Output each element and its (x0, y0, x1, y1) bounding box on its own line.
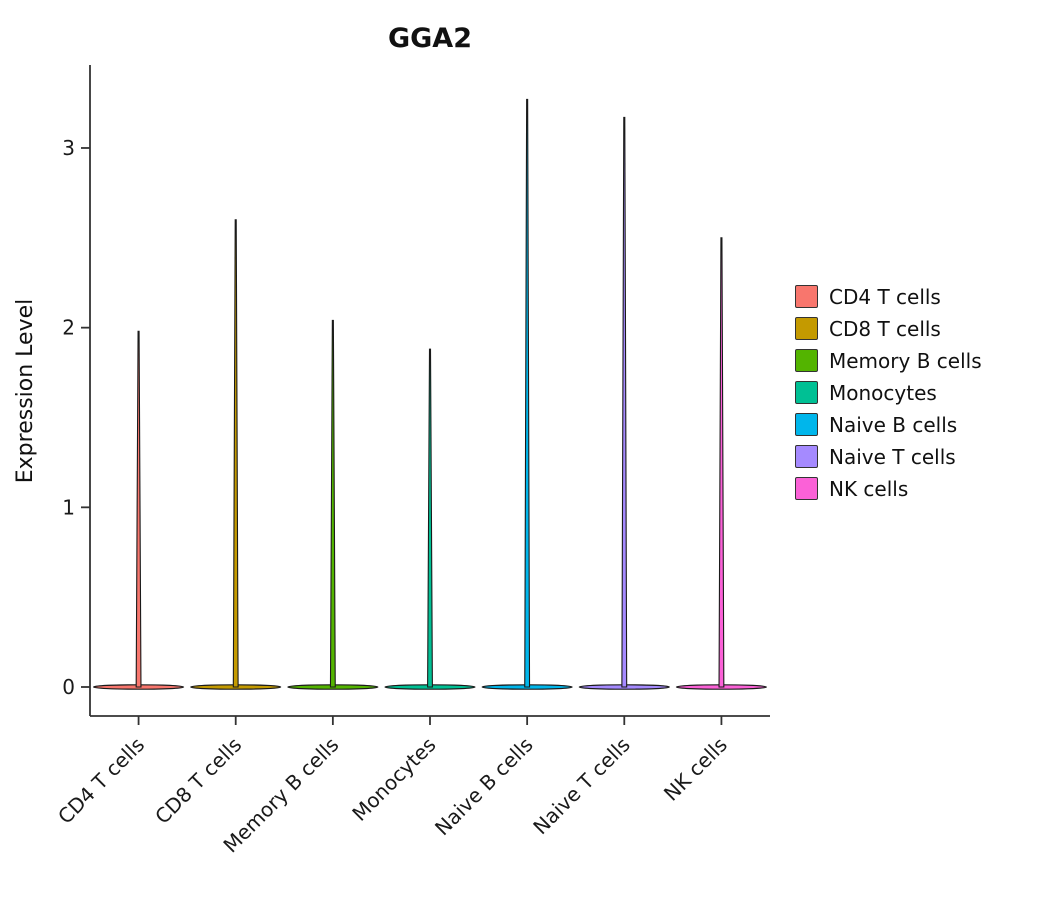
legend-item: CD4 T cells (795, 283, 982, 310)
legend-label: Naive B cells (829, 412, 958, 437)
x-tick-label: CD4 T cells (53, 733, 149, 829)
y-tick-label: 0 (62, 675, 75, 699)
legend-swatch (795, 413, 818, 436)
y-tick-label: 3 (62, 136, 75, 160)
legend-label: CD4 T cells (829, 284, 941, 309)
legend-swatch (795, 381, 818, 404)
chart-title: GGA2 (388, 23, 472, 54)
violin-spike (329, 319, 336, 688)
legend-label: NK cells (829, 476, 909, 501)
violin-spike (524, 98, 531, 688)
y-axis-label: Expression Level (13, 299, 38, 484)
legend-item: CD8 T cells (795, 315, 982, 342)
legend-label: CD8 T cells (829, 316, 941, 341)
y-tick-label: 1 (62, 495, 75, 519)
legend-label: Monocytes (829, 380, 937, 405)
x-tick-label: Naive T cells (528, 733, 635, 840)
legend-swatch (795, 349, 818, 372)
violin-spike (718, 237, 725, 688)
legend-item: Naive T cells (795, 443, 982, 470)
x-tick-label: Monocytes (347, 733, 440, 826)
legend: CD4 T cells CD8 T cells Memory B cells Mono… (795, 283, 982, 502)
violin-spike (427, 348, 433, 688)
y-tick-label: 2 (62, 316, 75, 340)
legend-swatch (795, 477, 818, 500)
legend-label: Naive T cells (829, 444, 956, 469)
legend-swatch (795, 285, 818, 308)
x-tick-label: CD8 T cells (150, 733, 246, 829)
legend-item: NK cells (795, 475, 982, 502)
legend-swatch (795, 445, 818, 468)
violin-spike (135, 330, 142, 688)
legend-item: Memory B cells (795, 347, 982, 374)
violin-spike (621, 116, 628, 688)
violin-spike (232, 219, 239, 688)
legend-label: Memory B cells (829, 348, 982, 373)
violins (92, 98, 768, 690)
x-tick-label: Naive B cells (430, 733, 538, 841)
x-tick-label: NK cells (659, 733, 732, 806)
legend-item: Naive B cells (795, 411, 982, 438)
legend-swatch (795, 317, 818, 340)
legend-item: Monocytes (795, 379, 982, 406)
